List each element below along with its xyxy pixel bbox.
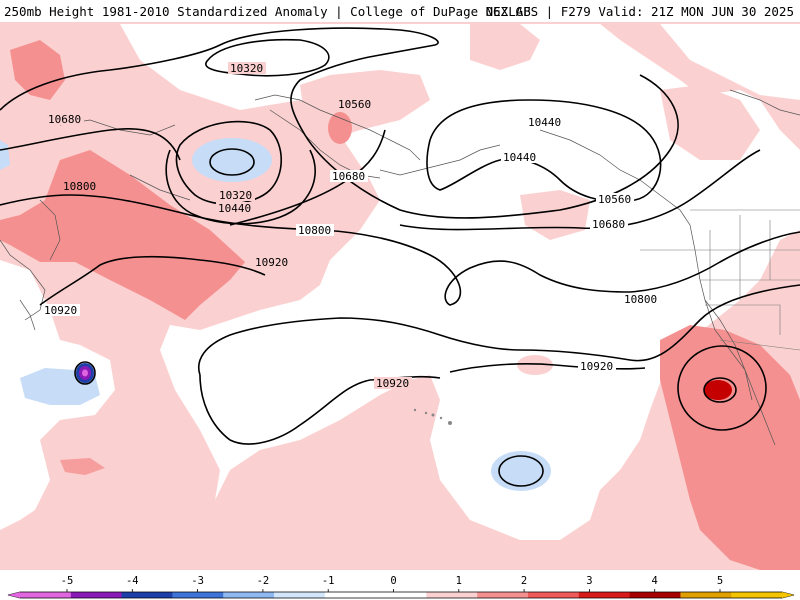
contour-label: 10920 <box>44 304 77 317</box>
anomaly-colorbar: -5 -4 -3 -2 -1 0 1 2 3 4 5 <box>7 575 795 599</box>
colorbar-tick-label: -3 <box>191 575 204 587</box>
colorbar-tick-label: 3 <box>586 575 592 587</box>
colorbar-segment <box>375 592 427 598</box>
colorbar-segments <box>7 591 795 599</box>
colorbar-segment <box>121 592 173 598</box>
colorbar-segment <box>477 592 529 598</box>
contour-label: 10560 <box>338 98 371 111</box>
contour-label: 10920 <box>580 360 613 373</box>
contour-label: 10800 <box>624 293 657 306</box>
colorbar-ticks: -5 -4 -3 -2 -1 0 1 2 3 4 5 <box>61 575 723 592</box>
colorbar-segment <box>20 592 72 598</box>
contour-label: 10680 <box>332 170 365 183</box>
colorbar-tick-label: -1 <box>322 575 335 587</box>
contour-label: 10680 <box>592 218 625 231</box>
contour-label: 10920 <box>255 256 288 269</box>
contour-label: 10800 <box>298 224 331 237</box>
contour-label: 10320 <box>219 189 252 202</box>
colorbar-segment <box>274 592 326 598</box>
colorbar-segment <box>731 592 783 598</box>
contour-label: 10320 <box>230 62 263 75</box>
strong-negative-anomaly <box>76 363 94 383</box>
strong-positive-anomaly <box>704 380 732 400</box>
contour-label: 10440 <box>528 116 561 129</box>
model-run-info: 06Z GFS | F279 Valid: 21Z MON JUN 30 202… <box>485 4 794 19</box>
map-title: 250mb Height 1981-2010 Standardized Anom… <box>4 4 531 19</box>
colorbar-segment <box>680 592 732 598</box>
title-bar: 250mb Height 1981-2010 Standardized Anom… <box>0 0 800 22</box>
contour-label: 10560 <box>598 193 631 206</box>
colorbar-tick-label: 2 <box>521 575 527 587</box>
colorbar-tick-label: 0 <box>390 575 396 587</box>
political-borders <box>640 209 800 351</box>
colorbar-tick-label: 5 <box>717 575 723 587</box>
colorbar-tick-label: 4 <box>652 575 658 587</box>
height-contours <box>0 27 800 487</box>
positive-anomaly-areas <box>0 40 800 570</box>
colorbar-segment <box>223 592 275 598</box>
colorbar-tick-label: -2 <box>257 575 270 587</box>
hawaii-islands <box>413 408 452 425</box>
colorbar-tick-label: -5 <box>61 575 74 587</box>
colorbar-max-cap <box>782 592 794 598</box>
contour-label: 10920 <box>376 377 409 390</box>
colorbar-segment <box>324 592 377 598</box>
contour-labels: 10320 10320 10440 10440 10440 10560 1056… <box>42 62 660 390</box>
colorbar-tick-label: 1 <box>456 575 462 587</box>
contour-label: 10680 <box>48 113 81 126</box>
contour-label: 10440 <box>218 202 251 215</box>
colorbar-segment <box>172 592 224 598</box>
colorbar-min-cap <box>8 592 20 598</box>
colorbar-segment <box>426 592 478 598</box>
anomaly-map: 10320 10320 10440 10440 10440 10560 1056… <box>0 22 800 570</box>
colorbar-tick-label: -4 <box>126 575 139 587</box>
contour-label: 10440 <box>503 151 536 164</box>
colorbar-segment <box>528 592 580 598</box>
colorbar-segment <box>629 592 681 598</box>
colorbar-segment <box>578 592 631 598</box>
contour-label: 10800 <box>63 180 96 193</box>
colorbar-segment <box>70 592 123 598</box>
